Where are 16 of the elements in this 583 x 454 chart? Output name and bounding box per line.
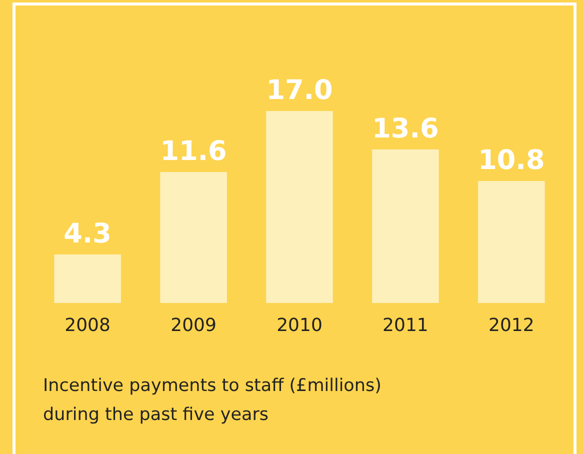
bar [372, 149, 439, 303]
x-tick-label: 2012 [488, 315, 534, 336]
data-label: 10.8 [478, 145, 545, 176]
text: Incentive payments to staff (£millions) during the past five years [43, 376, 382, 425]
bar [266, 111, 333, 303]
x-tick-label: 2010 [276, 315, 322, 336]
data-label: 4.3 [64, 218, 112, 250]
data-label: 11.6 [160, 136, 227, 167]
bar [160, 172, 227, 303]
x-tick-label: 2008 [64, 315, 110, 336]
bar [478, 181, 545, 303]
bar [54, 254, 121, 303]
x-tick-label: 2009 [170, 315, 216, 336]
data-label: 13.6 [372, 113, 439, 144]
data-label: 17.0 [266, 75, 333, 106]
x-tick-label: 2011 [382, 315, 428, 336]
